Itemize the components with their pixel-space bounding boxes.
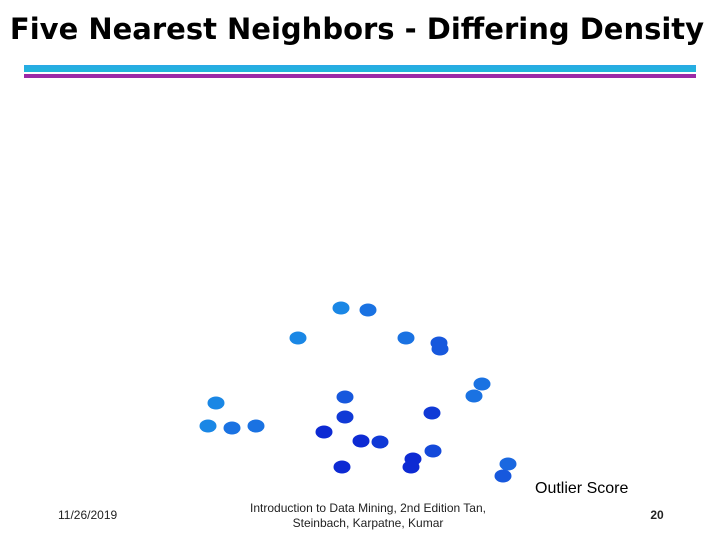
scatter-point-17 <box>352 434 370 448</box>
scatter-point-6 <box>431 342 449 356</box>
scatter-point-5 <box>430 336 448 350</box>
title-rule-lower <box>24 74 696 78</box>
title-rule-upper <box>24 65 696 72</box>
scatter-point-7 <box>473 377 491 391</box>
scatter-point-15 <box>247 419 265 433</box>
scatter-point-23 <box>499 457 517 471</box>
scatter-point-1 <box>332 301 350 315</box>
scatter-point-10 <box>207 396 225 410</box>
footer-citation: Introduction to Data Mining, 2nd Edition… <box>238 501 498 531</box>
footer-citation-line-1: Introduction to Data Mining, 2nd Edition… <box>250 501 486 515</box>
footer-citation-line-2: Steinbach, Karpatne, Kumar <box>292 516 444 530</box>
scatter-point-11 <box>423 406 441 420</box>
scatter-point-12 <box>336 410 354 424</box>
scatter-point-8 <box>465 389 483 403</box>
footer-date: 11/26/2019 <box>58 508 118 522</box>
color-scale-caption: Outlier Score <box>535 480 629 497</box>
scatter-point-20 <box>404 452 422 466</box>
scatter-point-4 <box>397 331 415 345</box>
scatter-point-19 <box>424 444 442 458</box>
scatter-point-16 <box>315 425 333 439</box>
scatter-point-22 <box>402 460 420 474</box>
scatter-point-14 <box>223 421 241 435</box>
scatter-point-18 <box>371 435 389 449</box>
scatter-point-3 <box>289 331 307 345</box>
page-number: 20 <box>650 508 664 522</box>
scatter-point-9 <box>336 390 354 404</box>
scatter-point-21 <box>333 460 351 474</box>
scatter-point-13 <box>199 419 217 433</box>
slide-title: Five Nearest Neighbors - Differing Densi… <box>9 12 705 46</box>
scatter-point-24 <box>494 469 512 483</box>
scatter-point-2 <box>359 303 377 317</box>
